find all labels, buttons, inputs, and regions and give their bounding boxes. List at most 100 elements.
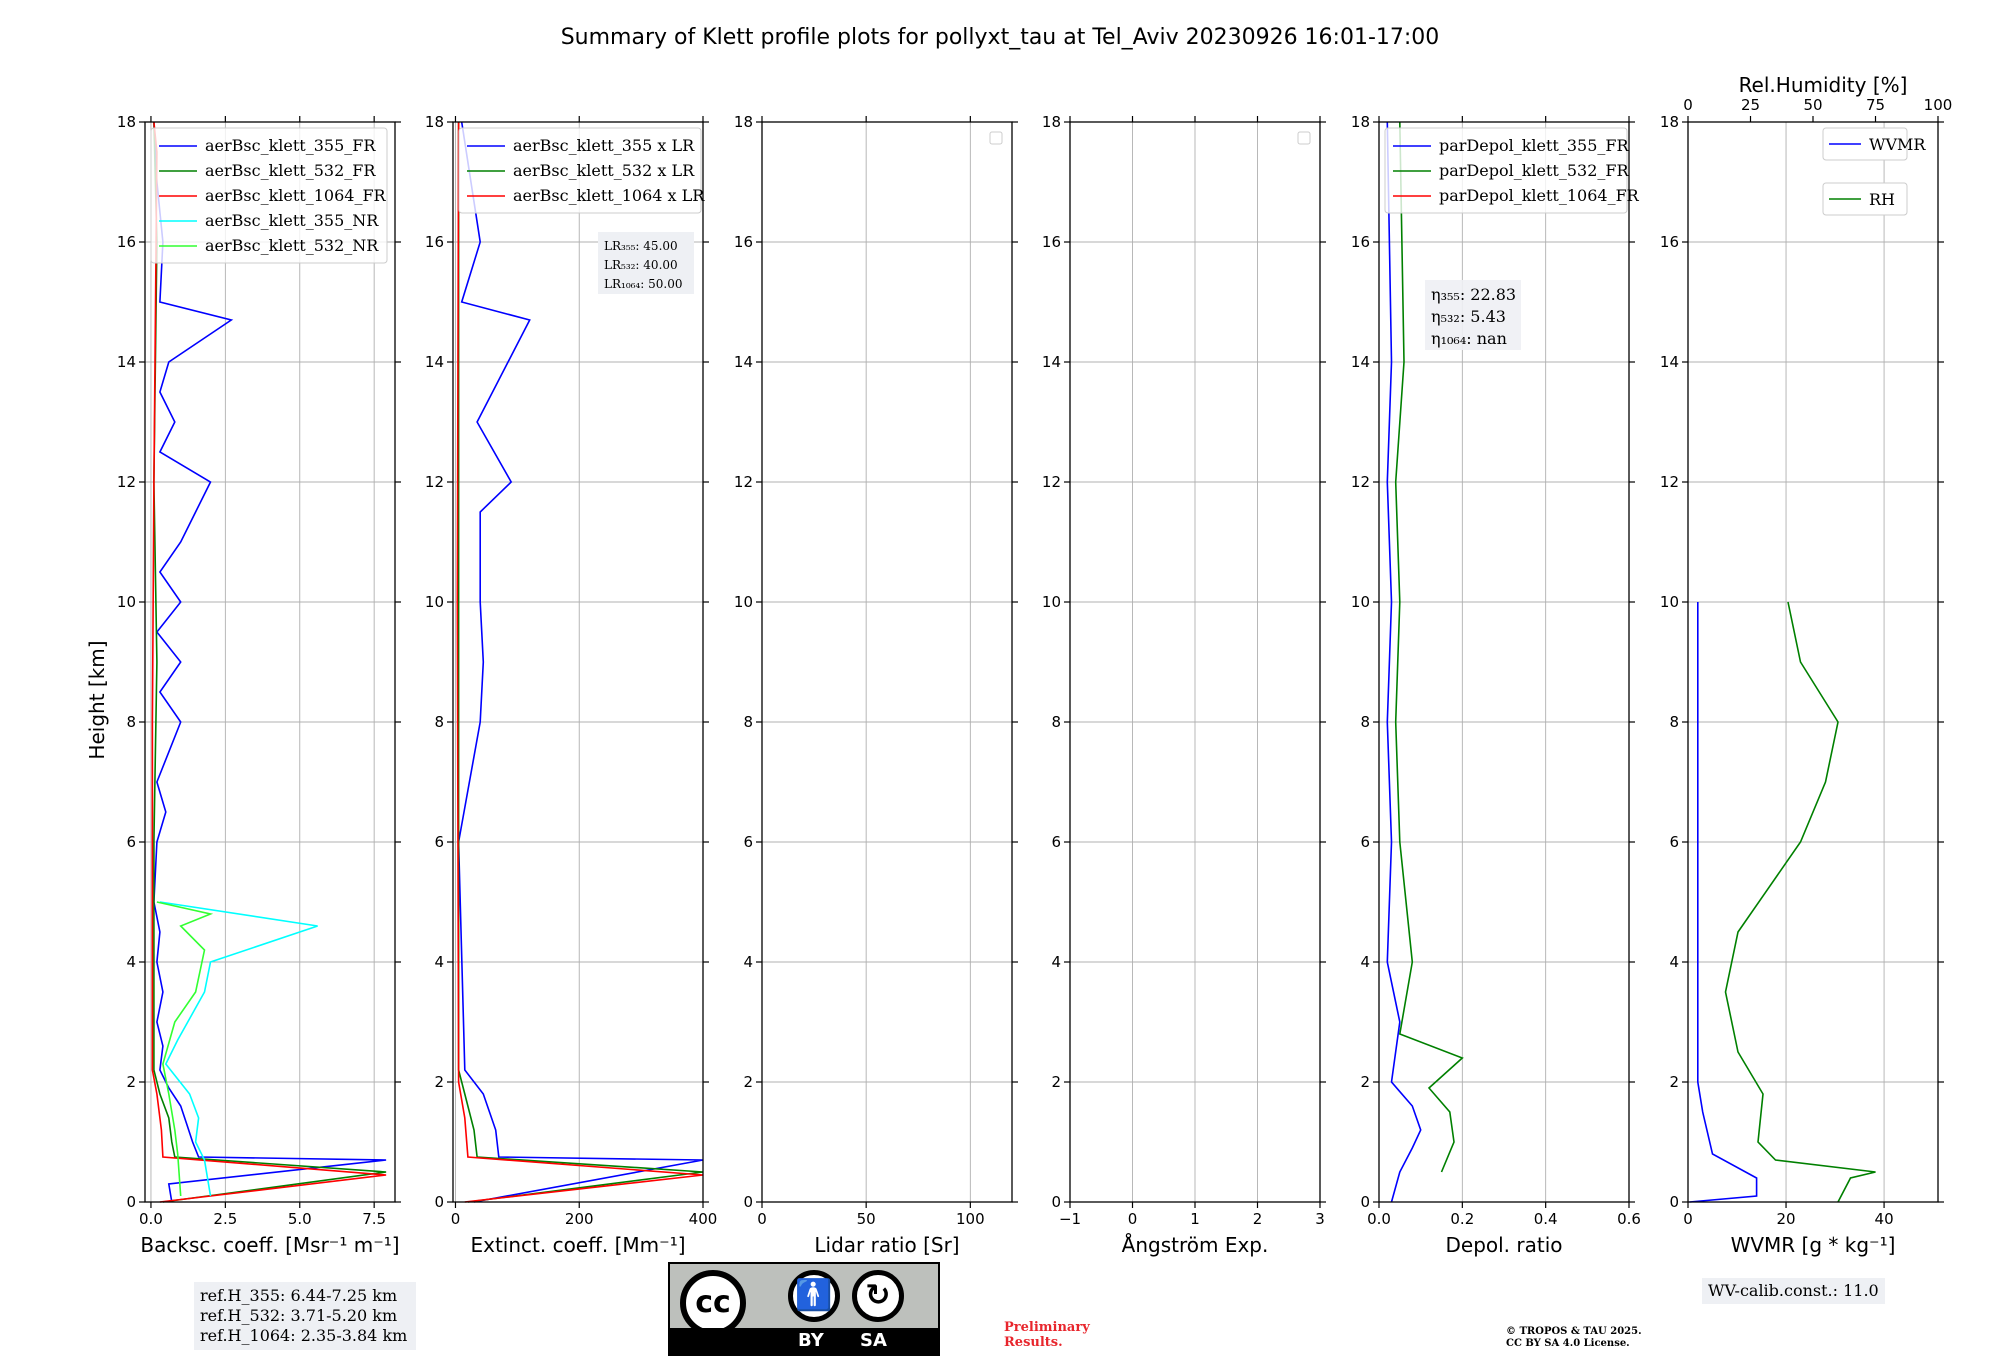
y-tick-label: 0 — [126, 1193, 136, 1211]
y-tick-label: 0 — [1360, 1193, 1370, 1211]
series-aerBsc_klett_355 x LR — [457, 121, 704, 1203]
y-tick-label: 6 — [1360, 833, 1370, 851]
y-tick-label: 14 — [1042, 353, 1061, 371]
badge-sa-label: SA — [860, 1330, 887, 1351]
y-tick-label: 18 — [117, 113, 136, 131]
lidar-ratio-note: LR₅₃₂: 40.00 — [604, 258, 678, 272]
y-tick-label: 8 — [1360, 713, 1370, 731]
legend-entry: aerBsc_klett_355 x LR — [513, 136, 695, 155]
legend-entry: aerBsc_klett_1064_FR — [205, 186, 387, 205]
series-parDepol_klett_355_FR — [1386, 121, 1422, 1203]
y-tick-label: 6 — [126, 833, 136, 851]
legend-entry: RH — [1869, 190, 1895, 209]
series-aerBsc_klett_532_NR — [156, 901, 214, 1197]
top-x-tick-label: 75 — [1866, 96, 1885, 114]
x-tick-label: 2.5 — [213, 1210, 237, 1228]
y-tick-label: 10 — [734, 593, 753, 611]
cc-license-badge: cc 🚹 ↻ BY SA — [668, 1262, 940, 1356]
x-tick-label: −1 — [1059, 1210, 1081, 1228]
y-tick-label: 14 — [425, 353, 444, 371]
y-tick-label: 0 — [1051, 1193, 1061, 1211]
legend-box — [458, 127, 702, 214]
x-axis-label: Backsc. coeff. [Msr⁻¹ m⁻¹] — [140, 1233, 399, 1257]
eta-box — [1425, 280, 1521, 350]
x-tick-label: 200 — [565, 1210, 594, 1228]
y-tick-label: 0 — [434, 1193, 444, 1211]
axes-frame — [1378, 121, 1630, 1203]
panel-bsc: 0 2 4 6 8 10 12 14 16 18 0.0 2.5 5.0 7.5 Backsc. coeff… — [117, 113, 401, 1257]
preliminary-line-1: Preliminary — [1004, 1320, 1090, 1335]
y-tick-label: 16 — [425, 233, 444, 251]
y-tick-label: 12 — [425, 473, 444, 491]
x-axis-label: WVMR [g * kg⁻¹] — [1731, 1233, 1896, 1257]
y-tick-label: 18 — [1042, 113, 1061, 131]
y-tick-label: 4 — [1051, 953, 1061, 971]
y-tick-label: 8 — [1051, 713, 1061, 731]
y-tick-label: 4 — [126, 953, 136, 971]
x-tick-label: 0 — [1128, 1210, 1138, 1228]
y-tick-label: 10 — [1351, 593, 1370, 611]
y-tick-label: 2 — [126, 1073, 136, 1091]
legend-entry: aerBsc_klett_355_FR — [205, 136, 376, 155]
series-WVMR — [1689, 602, 1758, 1203]
y-tick-label: 4 — [1669, 953, 1679, 971]
wv-calib-text: WV-calib.const.: 11.0 — [1708, 1281, 1879, 1300]
y-tick-label: 10 — [1042, 593, 1061, 611]
x-tick-label: 7.5 — [362, 1210, 386, 1228]
legend-entry: aerBsc_klett_1064 x LR — [513, 186, 705, 205]
y-tick-label: 6 — [1669, 833, 1679, 851]
x-axis-label: Extinct. coeff. [Mm⁻¹] — [470, 1233, 685, 1257]
series-aerBsc_klett_532_FR — [153, 121, 387, 1203]
y-tick-label: 12 — [1351, 473, 1370, 491]
axes-frame — [1687, 121, 1939, 1203]
empty-legend-box — [1297, 131, 1311, 145]
legend-box — [1822, 182, 1908, 216]
series-aerBsc_klett_355_FR — [153, 121, 387, 1203]
legend-entry: parDepol_klett_532_FR — [1439, 161, 1630, 180]
series-RH — [1724, 601, 1876, 1203]
legend-entry: aerBsc_klett_532_NR — [205, 236, 379, 255]
copyright-line-2: CC BY SA 4.0 License. — [1506, 1338, 1630, 1349]
x-tick-label: 0.0 — [1367, 1210, 1391, 1228]
y-tick-label: 0 — [1669, 1193, 1679, 1211]
wv-calib-box: WV-calib.const.: 11.0 — [1702, 1278, 1885, 1304]
panel-lr: 0 2 4 6 8 10 12 14 16 18 0 50 100 Lidar ratio [Sr] — [734, 113, 1018, 1257]
y-tick-label: 4 — [1360, 953, 1370, 971]
y-tick-label: 4 — [434, 953, 444, 971]
x-axis-label: Depol. ratio — [1445, 1233, 1562, 1257]
legend-box — [150, 127, 388, 264]
x-tick-label: 0 — [1683, 1210, 1693, 1228]
y-tick-label: 10 — [117, 593, 136, 611]
series-aerBsc_klett_355_NR — [159, 901, 318, 1197]
y-tick-label: 6 — [743, 833, 753, 851]
y-tick-label: 8 — [1669, 713, 1679, 731]
empty-legend-box — [989, 131, 1003, 145]
badge-bottom-strip: BY SA — [670, 1328, 938, 1354]
axes-frame — [144, 121, 396, 1203]
lidar-ratio-box — [598, 232, 694, 294]
x-axis-label: Lidar ratio [Sr] — [814, 1233, 959, 1257]
x-tick-label: 0.6 — [1617, 1210, 1641, 1228]
y-tick-label: 12 — [1042, 473, 1061, 491]
axes-frame — [761, 121, 1013, 1203]
top-x-axis-label: Rel.Humidity [%] — [1739, 73, 1908, 97]
y-tick-label: 16 — [117, 233, 136, 251]
legend-box — [1384, 127, 1628, 214]
top-x-tick-label: 0 — [1683, 96, 1693, 114]
series-aerBsc_klett_1064_FR — [151, 121, 387, 1203]
x-tick-label: 400 — [689, 1210, 718, 1228]
legend-entry: WVMR — [1869, 135, 1926, 154]
eta-note: η₃₅₅: 22.83 — [1431, 285, 1516, 304]
ref-height-1064: ref.H_1064: 2.35-3.84 km — [200, 1326, 408, 1345]
y-tick-label: 8 — [434, 713, 444, 731]
y-tick-label: 14 — [117, 353, 136, 371]
preliminary-line-2: Results. — [1004, 1335, 1063, 1350]
y-tick-label: 18 — [1660, 113, 1679, 131]
y-tick-label: 10 — [425, 593, 444, 611]
series-parDepol_klett_532_FR — [1394, 121, 1464, 1173]
top-x-tick-label: 100 — [1924, 96, 1953, 114]
x-tick-label: 40 — [1875, 1210, 1894, 1228]
preliminary-note: Preliminary Results. — [1004, 1320, 1090, 1350]
